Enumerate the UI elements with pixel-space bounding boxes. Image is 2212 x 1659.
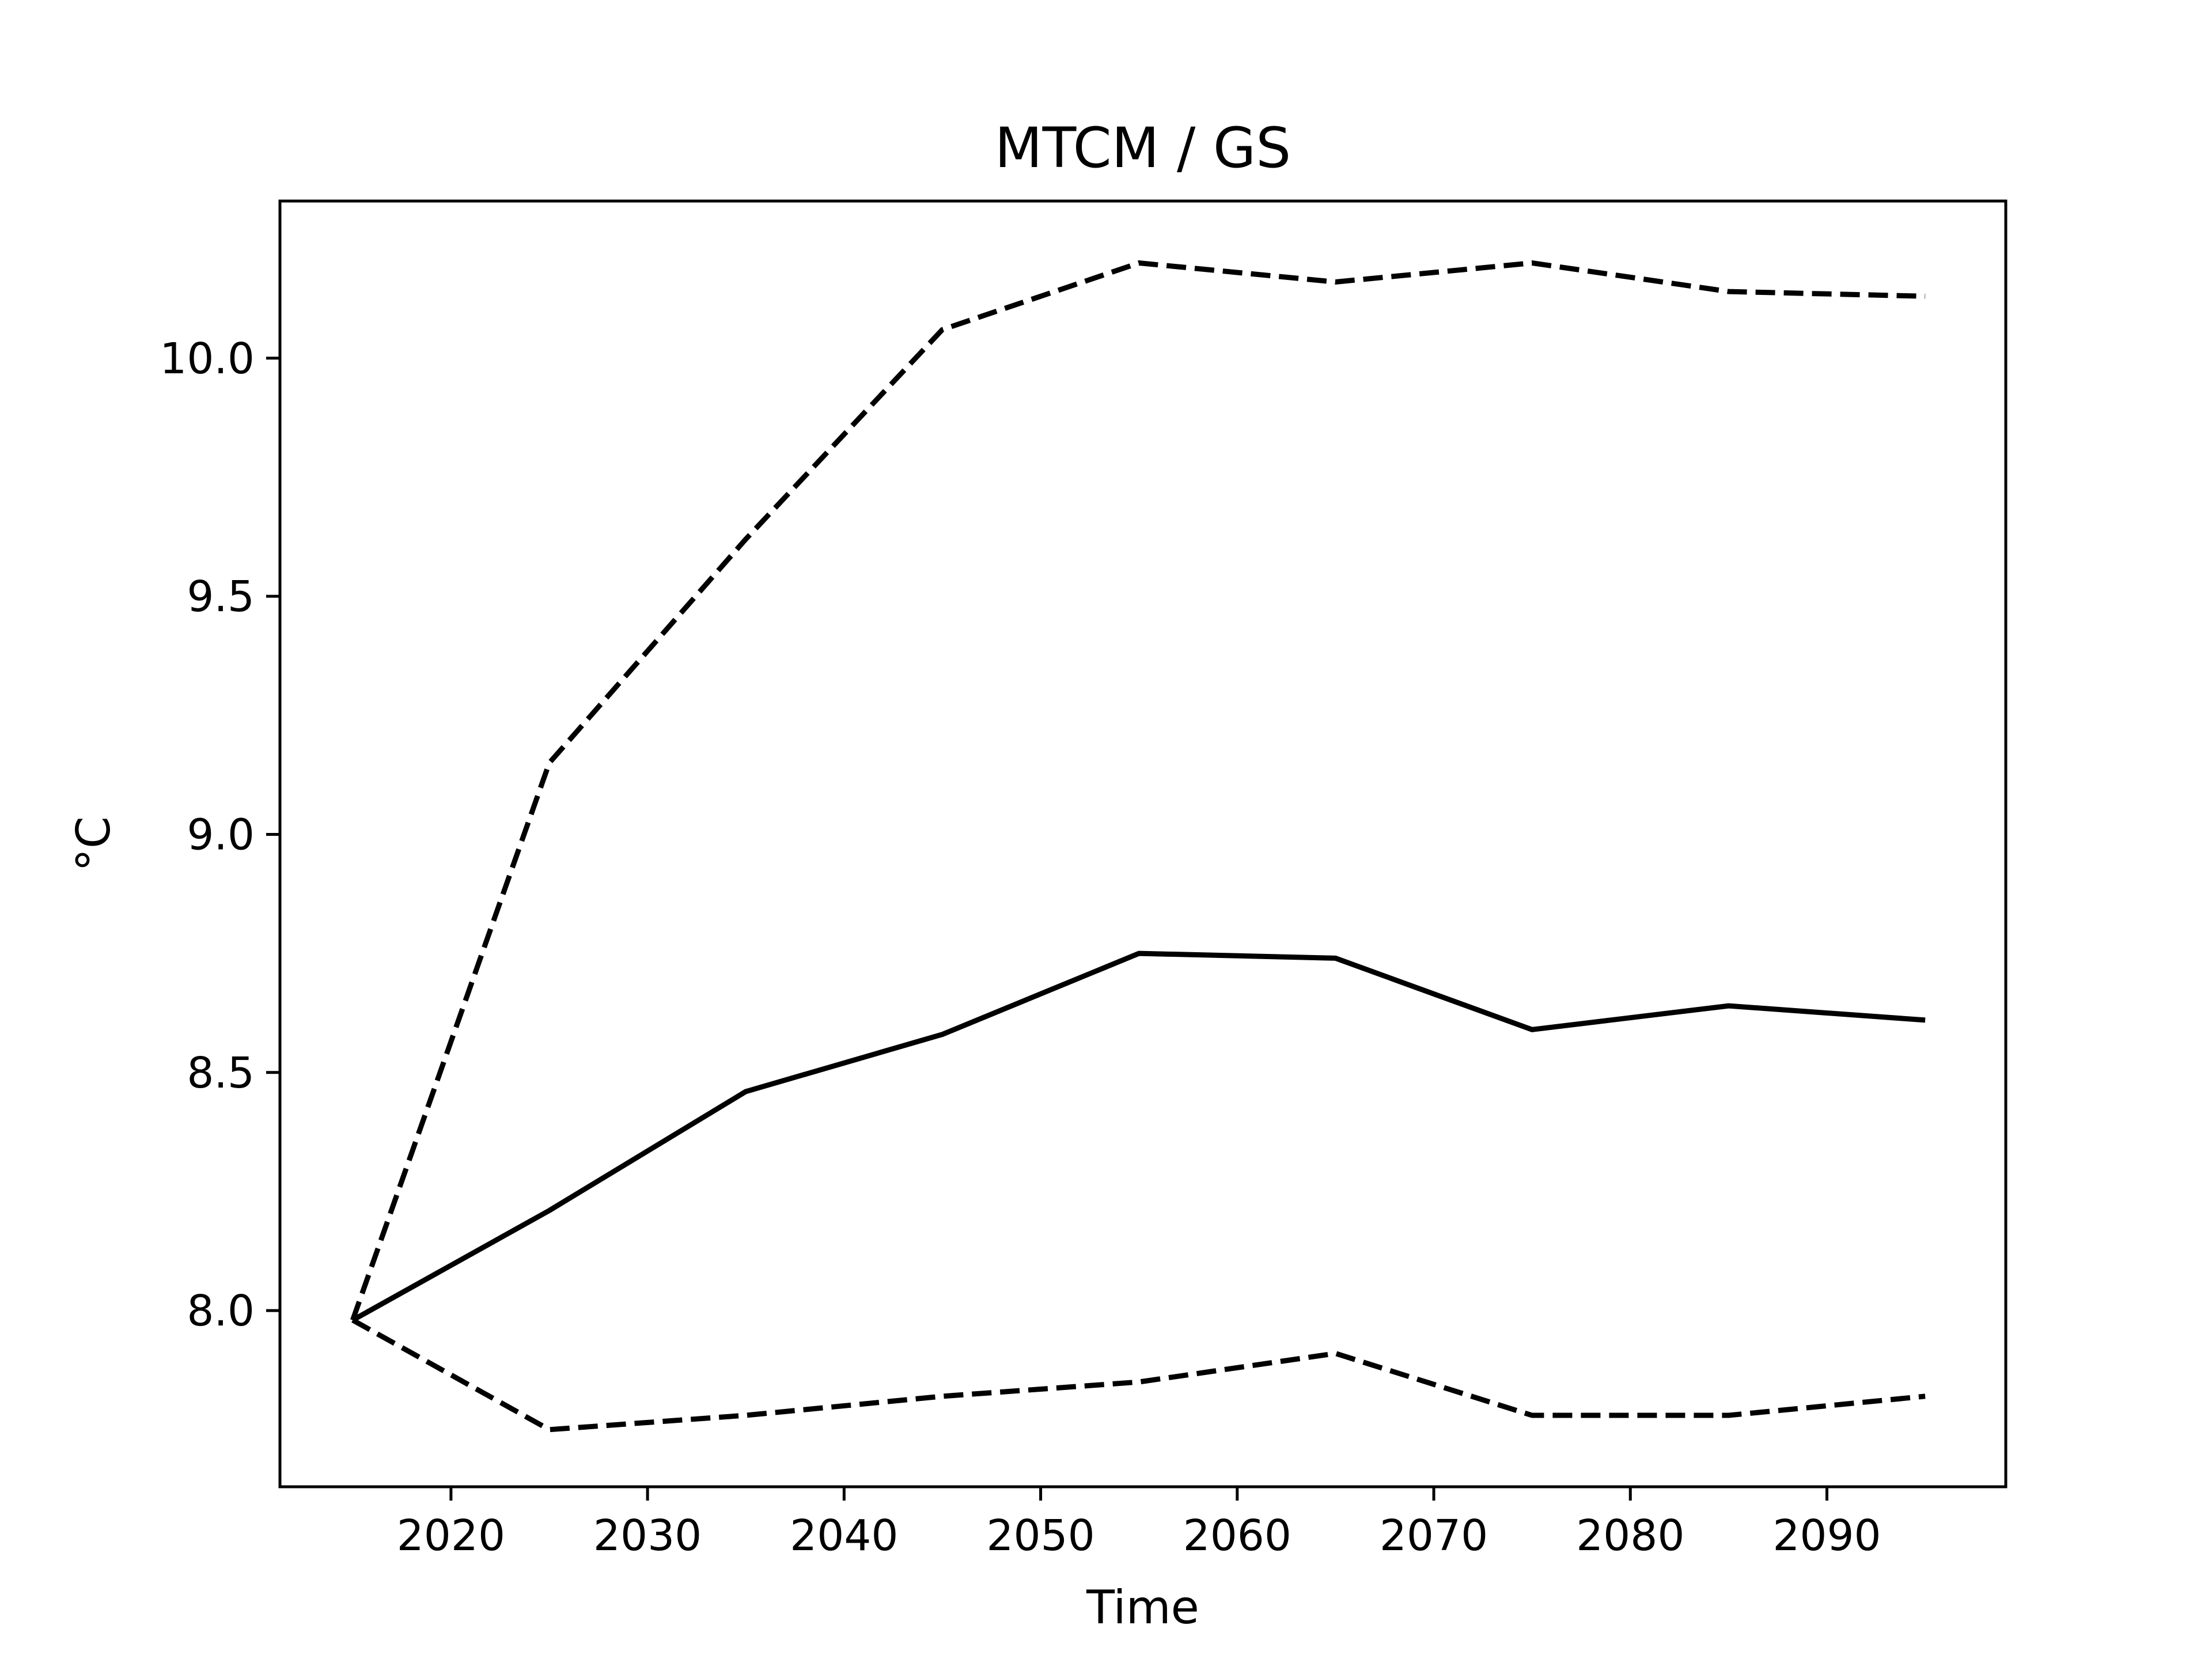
plot-frame bbox=[278, 199, 2008, 1488]
chart-title: MTCM / GS bbox=[995, 116, 1291, 180]
x-tick-label: 2030 bbox=[593, 1511, 702, 1560]
x-tick-label: 2080 bbox=[1576, 1511, 1684, 1560]
x-tick-label: 2050 bbox=[986, 1511, 1094, 1560]
y-tick-label: 9.0 bbox=[187, 810, 255, 859]
y-tick-label: 9.5 bbox=[187, 572, 255, 622]
series-line-2 bbox=[351, 950, 1926, 1323]
x-tick-label: 2020 bbox=[397, 1511, 505, 1560]
x-tick-label: 2090 bbox=[1772, 1511, 1881, 1560]
series-layer bbox=[350, 260, 1926, 1433]
x-tick-label: 2040 bbox=[790, 1511, 898, 1560]
y-tick-label: 10.0 bbox=[160, 334, 255, 384]
y-tick-label: 8.0 bbox=[187, 1286, 255, 1336]
y-axis: 8.0 8.5 9.0 9.5 10.0 bbox=[160, 334, 280, 1336]
x-axis-label: Time bbox=[1086, 1581, 1199, 1634]
x-axis: 2020 2030 2040 2050 2060 2070 2080 2090 bbox=[397, 1487, 1881, 1560]
y-axis-label: °C bbox=[67, 816, 120, 872]
x-tick-label: 2070 bbox=[1380, 1511, 1488, 1560]
series-line-1 bbox=[350, 260, 1926, 1321]
x-tick-label: 2060 bbox=[1183, 1511, 1291, 1560]
series-line-3 bbox=[351, 1317, 1926, 1433]
y-tick-label: 8.5 bbox=[187, 1048, 255, 1098]
